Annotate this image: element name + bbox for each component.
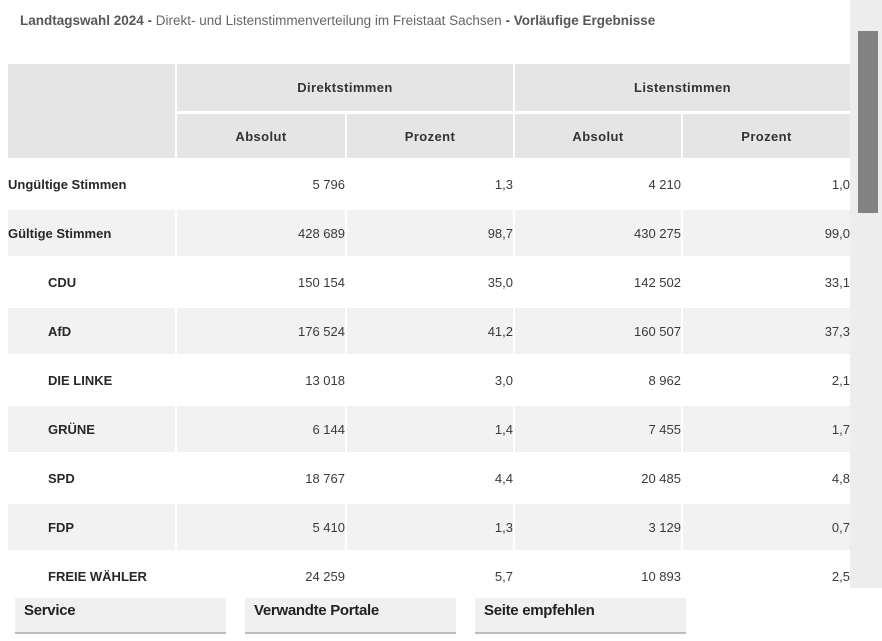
title-subtitle: Direkt- und Listenstimmenverteilung im F… — [155, 13, 506, 28]
listen-absolut-cell: 3 129 — [515, 504, 681, 550]
footer-nav: Service Verwandte Portale Seite empfehle… — [15, 598, 686, 634]
table-group-header-row: Direktstimmen Listenstimmen — [8, 64, 850, 158]
direkt-prozent-cell: 1,3 — [347, 504, 513, 550]
footer-section-service[interactable]: Service — [15, 598, 226, 634]
direkt-prozent-cell: 1,3 — [494, 176, 513, 192]
direkt-absolut-cell: 13 018 — [305, 372, 345, 388]
table-row: FREIE WÄHLER 24 259 5,7 10 893 2,5 — [8, 553, 850, 594]
listen-prozent-cell: 99,0 — [683, 210, 850, 256]
row-label: CDU — [48, 274, 77, 290]
table-row: FDP 5 410 1,3 3 129 0,7 — [8, 504, 850, 550]
table-row: DIE LINKE 13 018 3,0 8 962 2,1 — [8, 357, 850, 403]
sub-header-listen-absolut: Absolut — [515, 114, 681, 158]
sub-header-listen-prozent: Prozent — [683, 114, 850, 158]
row-label: DIE LINKE — [48, 372, 113, 388]
page-title: Landtagswahl 2024 - Direkt- und Listenst… — [20, 13, 655, 28]
table-row: SPD 18 767 4,4 20 485 4,8 — [8, 455, 850, 501]
vertical-scrollbar-thumb[interactable] — [858, 31, 878, 213]
listen-absolut-cell: 430 275 — [515, 210, 681, 256]
direkt-prozent-cell: 4,4 — [494, 470, 513, 486]
listen-absolut-cell: 4 210 — [648, 176, 681, 192]
sub-header-direkt-absolut: Absolut — [177, 114, 345, 158]
row-label: GRÜNE — [8, 406, 175, 452]
table-row: GRÜNE 6 144 1,4 7 455 1,7 — [8, 406, 850, 452]
listen-absolut-cell: 10 893 — [641, 568, 681, 584]
vertical-scrollbar-track[interactable] — [850, 0, 882, 588]
listen-prozent-cell: 33,1 — [824, 274, 850, 290]
direkt-prozent-cell: 35,0 — [487, 274, 513, 290]
listen-absolut-cell: 7 455 — [515, 406, 681, 452]
direkt-prozent-cell: 5,7 — [494, 568, 513, 584]
listen-prozent-cell: 2,5 — [831, 568, 850, 584]
direkt-absolut-cell: 18 767 — [305, 470, 345, 486]
group-header-direktstimmen: Direktstimmen — [177, 64, 513, 111]
direkt-absolut-cell: 5 796 — [312, 176, 345, 192]
table-sub-header-row: Absolut Prozent Absolut Prozent — [8, 114, 850, 158]
row-label: Gültige Stimmen — [8, 210, 175, 256]
listen-prozent-cell: 2,1 — [831, 372, 850, 388]
table-row: CDU 150 154 35,0 142 502 33,1 — [8, 259, 850, 305]
listen-absolut-cell: 20 485 — [641, 470, 681, 486]
listen-prozent-cell: 4,8 — [831, 470, 850, 486]
direkt-prozent-cell: 41,2 — [347, 308, 513, 354]
blank-corner-cell — [8, 64, 175, 158]
row-label: FDP — [8, 504, 175, 550]
direkt-absolut-cell: 428 689 — [177, 210, 345, 256]
direkt-absolut-cell: 150 154 — [298, 274, 345, 290]
direkt-prozent-cell: 3,0 — [494, 372, 513, 388]
table-row: Gültige Stimmen 428 689 98,7 430 275 99,… — [8, 210, 850, 256]
row-label: AfD — [8, 308, 175, 354]
listen-absolut-cell: 142 502 — [634, 274, 681, 290]
row-label: SPD — [48, 470, 75, 486]
group-header-listenstimmen: Listenstimmen — [515, 64, 850, 111]
direkt-absolut-cell: 176 524 — [177, 308, 345, 354]
direkt-prozent-cell: 98,7 — [347, 210, 513, 256]
listen-absolut-cell: 160 507 — [515, 308, 681, 354]
direkt-absolut-cell: 5 410 — [177, 504, 345, 550]
row-label: FREIE WÄHLER — [48, 568, 147, 584]
title-election: Landtagswahl 2024 - — [20, 13, 156, 28]
footer-section-verwandte-portale[interactable]: Verwandte Portale — [245, 598, 456, 634]
listen-prozent-cell: 1,0 — [831, 176, 850, 192]
scroll-content: Landtagswahl 2024 - Direkt- und Listenst… — [6, 13, 852, 594]
listen-prozent-cell: 37,3 — [683, 308, 850, 354]
table-row: Ungültige Stimmen 5 796 1,3 4 210 1,0 — [8, 161, 850, 207]
title-status: - Vorläufige Ergebnisse — [505, 13, 656, 28]
row-label: Ungültige Stimmen — [8, 176, 127, 192]
listen-prozent-cell: 1,7 — [683, 406, 850, 452]
direkt-absolut-cell: 24 259 — [305, 568, 345, 584]
direkt-absolut-cell: 6 144 — [177, 406, 345, 452]
results-table: Direktstimmen Listenstimmen Absolut Proz… — [6, 61, 852, 594]
direkt-prozent-cell: 1,4 — [347, 406, 513, 452]
listen-prozent-cell: 0,7 — [683, 504, 850, 550]
table-row: AfD 176 524 41,2 160 507 37,3 — [8, 308, 850, 354]
footer-section-seite-empfehlen[interactable]: Seite empfehlen — [475, 598, 686, 634]
sub-header-direkt-prozent: Prozent — [347, 114, 513, 158]
listen-absolut-cell: 8 962 — [648, 372, 681, 388]
